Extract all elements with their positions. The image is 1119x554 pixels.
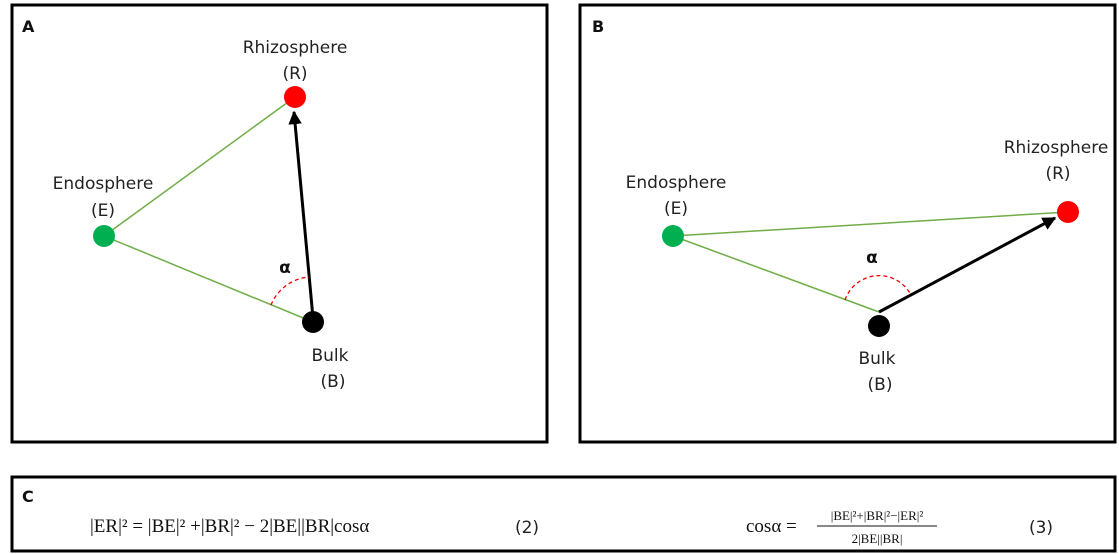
equation-lhs: cosα = xyxy=(746,516,797,537)
node-rhizosphere xyxy=(1057,201,1079,223)
equation-denominator: 2|BE||BR| xyxy=(852,531,903,546)
node-bulk xyxy=(868,315,890,337)
equation-numerator: |BE|²+|BR|²−|ER|² xyxy=(831,508,924,523)
node-name: Rhizosphere xyxy=(243,38,348,58)
node-name: Bulk xyxy=(311,346,348,366)
node-rhizosphere xyxy=(284,86,306,108)
edge xyxy=(672,211,1069,237)
panel-frame xyxy=(10,475,1117,553)
angle-label: α xyxy=(866,248,878,268)
node-abbr: (B) xyxy=(321,372,346,392)
node-bulk xyxy=(302,311,324,333)
node-endosphere xyxy=(662,225,684,247)
node-abbr: (B) xyxy=(868,375,893,395)
angle-arc xyxy=(844,274,912,301)
node-name: Endosphere xyxy=(626,173,727,193)
panel-frame xyxy=(578,3,1117,444)
angle-label: α xyxy=(279,258,291,278)
panel-label: B xyxy=(592,17,604,36)
edge xyxy=(103,235,314,323)
node-name: Endosphere xyxy=(53,174,154,194)
node-abbr: (R) xyxy=(1045,164,1070,184)
node-abbr: (E) xyxy=(91,201,115,221)
node-name: Bulk xyxy=(858,349,895,369)
panel-frame xyxy=(10,3,549,444)
equation: |ER|² = |BE|² +|BR|² − 2|BE||BR|cosα xyxy=(90,516,369,537)
edge xyxy=(672,235,880,313)
angle-arc xyxy=(270,276,310,306)
arrow xyxy=(878,216,1057,314)
node-endosphere xyxy=(93,225,115,247)
node-abbr: (E) xyxy=(664,199,688,219)
arrow xyxy=(288,110,315,319)
panel-label: C xyxy=(22,487,34,506)
node-name: Rhizosphere xyxy=(1004,138,1109,158)
node-abbr: (R) xyxy=(282,64,307,84)
equation-number: (2) xyxy=(515,518,539,538)
equation-number: (3) xyxy=(1029,518,1053,538)
edge xyxy=(103,96,296,237)
panel-label: A xyxy=(22,17,35,36)
